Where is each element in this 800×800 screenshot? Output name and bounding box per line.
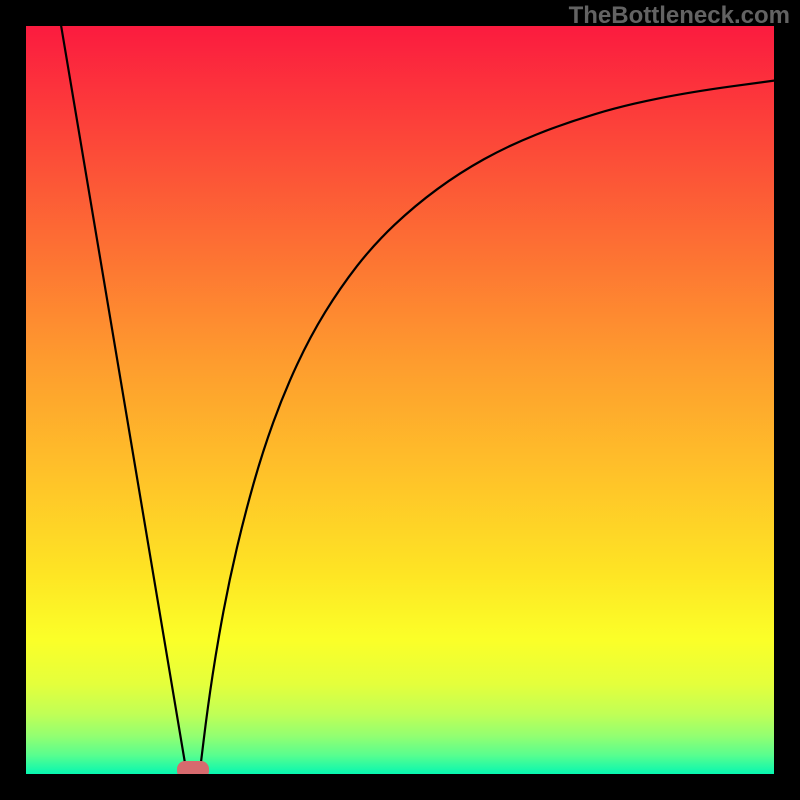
optimal-marker <box>177 761 209 779</box>
watermark-text: TheBottleneck.com <box>569 2 790 30</box>
plot-area <box>26 26 774 774</box>
heat-gradient-background <box>26 26 774 774</box>
bottleneck-chart: TheBottleneck.com <box>0 0 800 800</box>
